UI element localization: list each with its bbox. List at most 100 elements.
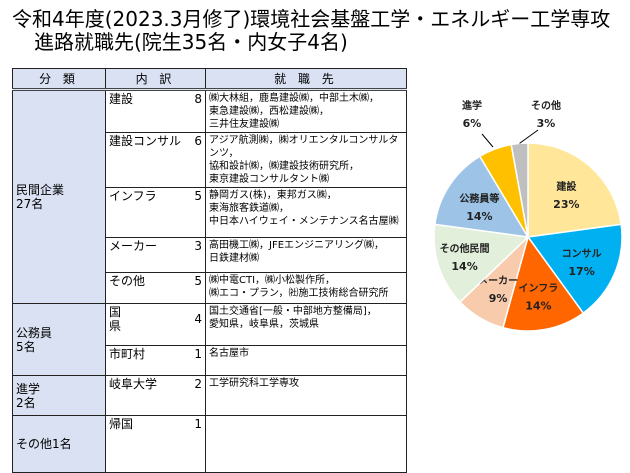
breakdown-label: メーカー xyxy=(109,239,158,253)
destination-line: 工学研究科工学専攻 xyxy=(209,378,299,389)
breakdown-count: 1 xyxy=(194,417,202,431)
slice-label: その他民間 xyxy=(440,242,490,255)
pie-chart: 建設23%コンサル17%インフラ14%メーカー9%その他民間14%公務員等14%… xyxy=(433,99,623,332)
table-row: その他 5 ㈱中電CTI，㈱小松製作所， ㈱エコ・プラン，㈳施工技術総合研究所 xyxy=(13,272,407,304)
category-label: 民間企業 xyxy=(16,183,65,197)
breakdown-label: 国 県 xyxy=(109,305,122,333)
destination-cell: 静岡ガス(株)，東邦ガス㈱， 東海旅客鉄道㈱， 中日本ハイウェイ・メンテナンス名古屋… xyxy=(205,187,407,238)
destination-line: 名古屋市 xyxy=(209,348,249,359)
destination-cell: アジア航測㈱，㈱オリエンタルコンサルタンツ， 協和設計㈱，㈱建設技術研究所， 東京建… xyxy=(205,132,407,188)
table-row: 建設コンサル 6 アジア航測㈱，㈱オリエンタルコンサルタンツ， 協和設計㈱，㈱建設技術… xyxy=(13,132,407,188)
header-destination: 就 職 先 xyxy=(205,68,407,91)
breakdown-label: その他 xyxy=(109,274,146,288)
breakdown-cell: インフラ 5 xyxy=(105,187,206,238)
career-table: 分 類 内 訳 就 職 先 民間企業 27名 建設 8 ㈱大林組，鹿島建設㈱，中部土木㈱… xyxy=(12,68,407,473)
destination-line: ㈱大林組，鹿島建設㈱，中部土木㈱， xyxy=(209,93,379,104)
destination-cell: 国土交通省[一般・中部地方整備局]， 愛知県，岐阜県，茨城県 xyxy=(205,303,407,346)
pie-slice xyxy=(502,235,585,332)
category-cell: 進学 2名 xyxy=(12,375,106,416)
slice-percent: 9% xyxy=(489,292,508,305)
destination-cell: 高田機工㈱，JFEエンジニアリング㈱， 日鉄建材㈱ xyxy=(205,237,407,273)
breakdown-cell: 建設コンサル 6 xyxy=(105,132,206,188)
destination-cell: 名古屋市 xyxy=(205,345,407,376)
destination-line: 東海旅客鉄道㈱， xyxy=(209,203,289,214)
breakdown-label: 建設 xyxy=(109,92,134,106)
category-count: 27名 xyxy=(16,197,44,211)
breakdown-count: 3 xyxy=(194,239,202,253)
slice-percent: 14% xyxy=(451,260,477,273)
category-cell: 公務員 5名 xyxy=(12,303,106,376)
slice-percent: 6% xyxy=(463,117,482,130)
category-cell: 民間企業 27名 xyxy=(12,89,106,304)
breakdown-cell: 市町村 1 xyxy=(105,345,206,376)
category-label: 公務員 xyxy=(16,325,53,340)
pie-slice xyxy=(527,142,622,238)
title-line-1: 令和4年度(2023.3月修了)環境社会基盤工学・エネルギー工学専攻 xyxy=(12,7,611,31)
breakdown-count: 4 xyxy=(194,312,202,326)
pie-slice xyxy=(526,223,623,315)
slice-label: その他 xyxy=(531,99,561,112)
category-cell: その他1名 xyxy=(12,415,106,473)
breakdown-label: 市町村 xyxy=(109,347,146,361)
destination-cell xyxy=(205,415,407,473)
category-count: 2名 xyxy=(16,395,36,410)
slice-percent: 14% xyxy=(466,210,492,223)
page-title: 令和4年度(2023.3月修了)環境社会基盤工学・エネルギー工学専攻 進路就職先… xyxy=(12,8,610,54)
destination-line: 東急建設㈱，西松建設㈱， xyxy=(209,106,329,117)
table-row: その他1名 帰国 1 xyxy=(12,415,407,473)
breakdown-cell: メーカー 3 xyxy=(105,237,206,273)
breakdown-count: 1 xyxy=(194,347,202,361)
destination-line: 愛知県，岐阜県，茨城県 xyxy=(209,319,319,330)
pie-slice xyxy=(433,223,530,304)
title-line-2: 進路就職先(院生35名・内女子4名) xyxy=(34,30,348,54)
slice-label: 公務員等 xyxy=(459,192,499,205)
slice-label: コンサル xyxy=(562,248,602,260)
breakdown-cell: 国 県 4 xyxy=(105,303,206,346)
category-label: 進学 xyxy=(16,381,41,396)
destination-line: 静岡ガス(株)，東邦ガス㈱， xyxy=(209,190,337,201)
slice-label: 進学 xyxy=(462,99,482,112)
breakdown-count: 8 xyxy=(194,92,202,106)
slice-percent: 3% xyxy=(537,117,556,130)
destination-cell: ㈱大林組，鹿島建設㈱，中部土木㈱， 東急建設㈱，西松建設㈱， 三井住友建設㈱ xyxy=(205,89,407,133)
destination-line: 国土交通省[一般・中部地方整備局]， xyxy=(209,306,377,317)
breakdown-label: 岐阜大学 xyxy=(109,377,158,391)
leader-line xyxy=(481,133,494,148)
slice-label: 建設 xyxy=(555,180,577,193)
table-row: 市町村 1 名古屋市 xyxy=(13,345,407,376)
destination-line: 日鉄建材㈱ xyxy=(209,253,259,264)
destination-line: 協和設計㈱，㈱建設技術研究所， xyxy=(209,161,359,172)
destination-line: 中日本ハイウェイ・メンテナンス名古屋㈱ xyxy=(209,216,399,227)
slice-percent: 14% xyxy=(525,299,551,312)
table-row: 進学 2名 岐阜大学 2 工学研究科工学専攻 xyxy=(12,375,407,416)
leader-line xyxy=(519,129,539,144)
breakdown-label: 建設コンサル xyxy=(109,134,182,148)
destination-cell: 工学研究科工学専攻 xyxy=(205,375,407,416)
destination-line: ㈱中電CTI，㈱小松製作所， xyxy=(209,275,336,286)
slice-label: メーカー xyxy=(478,275,518,287)
category-label: その他1名 xyxy=(16,437,72,451)
breakdown-count: 5 xyxy=(194,274,202,288)
category-count: 5名 xyxy=(16,339,36,354)
destination-line: 高田機工㈱，JFEエンジニアリング㈱， xyxy=(209,240,385,251)
breakdown-cell: 帰国 1 xyxy=(105,415,206,473)
destination-line: アジア航測㈱，㈱オリエンタルコンサルタンツ， xyxy=(209,135,399,159)
destination-line: 東京建設コンサルタント㈱ xyxy=(209,174,329,185)
breakdown-label: インフラ xyxy=(109,189,157,203)
destination-line: 三井住友建設㈱ xyxy=(209,119,279,130)
header-breakdown: 内 訳 xyxy=(105,68,206,91)
destination-cell: ㈱中電CTI，㈱小松製作所， ㈱エコ・プラン，㈳施工技術総合研究所 xyxy=(205,272,407,304)
slice-percent: 23% xyxy=(553,198,579,211)
table-row: 民間企業 27名 建設 8 ㈱大林組，鹿島建設㈱，中部土木㈱， 東急建設㈱，西松建設㈱，三… xyxy=(12,89,407,304)
breakdown-count: 5 xyxy=(194,189,202,203)
slice-percent: 17% xyxy=(568,265,594,278)
table-row: インフラ 5 静岡ガス(株)，東邦ガス㈱， 東海旅客鉄道㈱， 中日本ハイウェイ・メンテナ… xyxy=(13,187,407,238)
header-category: 分 類 xyxy=(12,68,106,91)
table-row: 公務員 5名国 県 4 国土交通省[一般・中部地方整備局]， 愛知県，岐阜県，茨城県 xyxy=(12,303,407,376)
destination-line: ㈱エコ・プラン，㈳施工技術総合研究所 xyxy=(209,288,389,299)
breakdown-cell: 岐阜大学 2 xyxy=(105,375,206,416)
pie-slice xyxy=(434,155,530,238)
breakdown-cell: 建設 8 xyxy=(105,89,206,133)
slice-label: インフラ xyxy=(519,282,559,294)
breakdown-label: 帰国 xyxy=(109,417,134,431)
